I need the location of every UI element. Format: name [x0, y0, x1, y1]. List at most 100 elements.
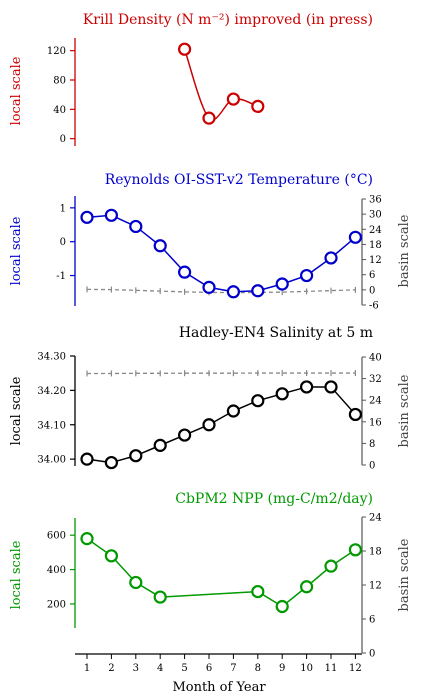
- x-tick-label: 8: [255, 663, 261, 674]
- right-tick-label: 40: [369, 353, 382, 364]
- x-tick-label: 12: [349, 663, 362, 674]
- series-point: [348, 407, 362, 422]
- series-point: [226, 92, 240, 106]
- panel-krill: Krill Density (N m⁻²) improved (in press…: [9, 12, 373, 146]
- series-point: [348, 230, 362, 244]
- left-tick-label: 400: [47, 565, 66, 576]
- series-point: [104, 455, 119, 470]
- right-tick-label: 32: [369, 374, 382, 385]
- x-axis-ticks: 1 2 3 4 5 6 7 8 9 10 11 12: [84, 654, 362, 674]
- left-tick-label: 34.00: [37, 455, 66, 466]
- right-tick-label: 30: [369, 210, 382, 221]
- series-line: [86, 386, 356, 464]
- series-point: [275, 277, 289, 291]
- series-point: [153, 438, 167, 452]
- panel-krill-title: Krill Density (N m⁻²) improved (in press…: [83, 12, 373, 28]
- left-axis-label: local scale: [9, 216, 24, 285]
- panel-krill-left-axis: 0 40 80 120 local scale: [9, 38, 76, 146]
- series-point: [129, 575, 143, 590]
- series-point: [104, 549, 119, 563]
- series-point: [153, 239, 167, 253]
- x-tick-label: 4: [157, 663, 163, 674]
- series-point: [178, 428, 192, 442]
- series-point: [129, 219, 143, 234]
- left-tick-label: 1: [60, 203, 66, 214]
- left-tick-label: 0: [60, 134, 66, 145]
- panel-npp-right-axis: 0 6 12 18 24 basin scale: [361, 513, 412, 660]
- series-point: [251, 284, 265, 298]
- panel-salinity-left-axis: 34.00 34.10 34.20 34.30 local scale: [9, 352, 76, 466]
- panel-sst-title: Reynolds OI-SST-v2 Temperature (°C): [105, 172, 373, 188]
- series-point: [129, 449, 143, 463]
- x-tick-label: 11: [325, 663, 338, 674]
- series-point: [226, 285, 240, 299]
- basin-series-line: [86, 288, 356, 294]
- x-tick-label: 1: [84, 663, 90, 674]
- left-tick-label: 120: [47, 46, 66, 57]
- right-tick-label: 24: [369, 225, 382, 236]
- series-point: [80, 452, 94, 466]
- series-point: [251, 584, 265, 599]
- left-axis-label: local scale: [9, 376, 24, 445]
- series-point: [178, 42, 192, 56]
- right-tick-label: 24: [369, 396, 382, 407]
- series-point: [251, 394, 265, 408]
- right-tick-label: 12: [369, 255, 382, 266]
- right-tick-label: 18: [369, 240, 382, 251]
- series-point: [324, 251, 338, 265]
- x-axis-label: Month of Year: [172, 680, 266, 695]
- right-tick-label: 0: [369, 461, 375, 472]
- series-point: [275, 387, 289, 401]
- panel-npp-left-axis: 200 400 600 local scale: [9, 518, 76, 628]
- series-point: [226, 404, 240, 418]
- left-tick-label: 34.10: [37, 420, 66, 431]
- panel-salinity-title: Hadley-EN4 Salinity at 5 m: [179, 325, 373, 341]
- series-point: [80, 210, 94, 224]
- right-tick-label: 36: [369, 195, 382, 206]
- panel-krill-marks: [178, 42, 265, 125]
- series-point: [202, 418, 216, 432]
- panel-npp-title: CbPM2 NPP (mg-C/m2/day): [175, 491, 373, 507]
- series-point: [153, 590, 167, 604]
- x-tick-label: 5: [181, 663, 187, 674]
- right-tick-label: 16: [369, 417, 382, 428]
- right-tick-label: 12: [369, 581, 382, 592]
- left-tick-label: 40: [53, 105, 66, 116]
- panel-sst-left-axis: -1 0 1 local scale: [9, 196, 76, 306]
- right-tick-label: -6: [369, 301, 379, 312]
- right-tick-label: 0: [369, 285, 375, 296]
- right-tick-label: 24: [369, 513, 382, 524]
- series-point: [300, 380, 314, 394]
- panel-salinity-right-axis: 0 8 16 24 32 40 basin scale: [361, 353, 412, 472]
- x-axis: 1 2 3 4 5 6 7 8 9 10 11 12 Month of Year: [75, 653, 362, 695]
- left-tick-label: 80: [53, 76, 66, 87]
- series-point: [202, 280, 216, 294]
- series-line: [86, 538, 356, 608]
- panel-salinity-marks: [80, 370, 362, 470]
- right-tick-label: 18: [369, 547, 382, 558]
- series-point: [300, 268, 314, 283]
- panel-sst: Reynolds OI-SST-v2 Temperature (°C) -1 0 1…: [9, 172, 412, 312]
- left-tick-label: 34.30: [37, 352, 66, 363]
- x-tick-label: 7: [230, 663, 236, 674]
- series-point: [324, 380, 338, 394]
- series-point: [324, 559, 338, 573]
- series-line: [183, 48, 259, 121]
- x-tick-label: 6: [206, 663, 212, 674]
- right-axis-label: basin scale: [397, 214, 412, 287]
- panel-sst-right-axis: -6 0 6 12 18 24 30 36 basin scale: [361, 195, 412, 312]
- left-tick-label: 0: [60, 237, 66, 248]
- x-tick-label: 10: [300, 663, 313, 674]
- left-tick-label: 600: [47, 531, 66, 542]
- series-point: [275, 599, 289, 614]
- series-point: [300, 580, 314, 594]
- series-point: [104, 208, 119, 222]
- series-point: [178, 265, 192, 279]
- series-point: [202, 111, 216, 125]
- right-tick-label: 6: [369, 615, 375, 626]
- series-point: [251, 99, 265, 114]
- panel-sst-marks: [80, 208, 362, 299]
- panel-npp: CbPM2 NPP (mg-C/m2/day) 200 400 600 local s…: [9, 491, 412, 660]
- x-tick-label: 3: [133, 663, 139, 674]
